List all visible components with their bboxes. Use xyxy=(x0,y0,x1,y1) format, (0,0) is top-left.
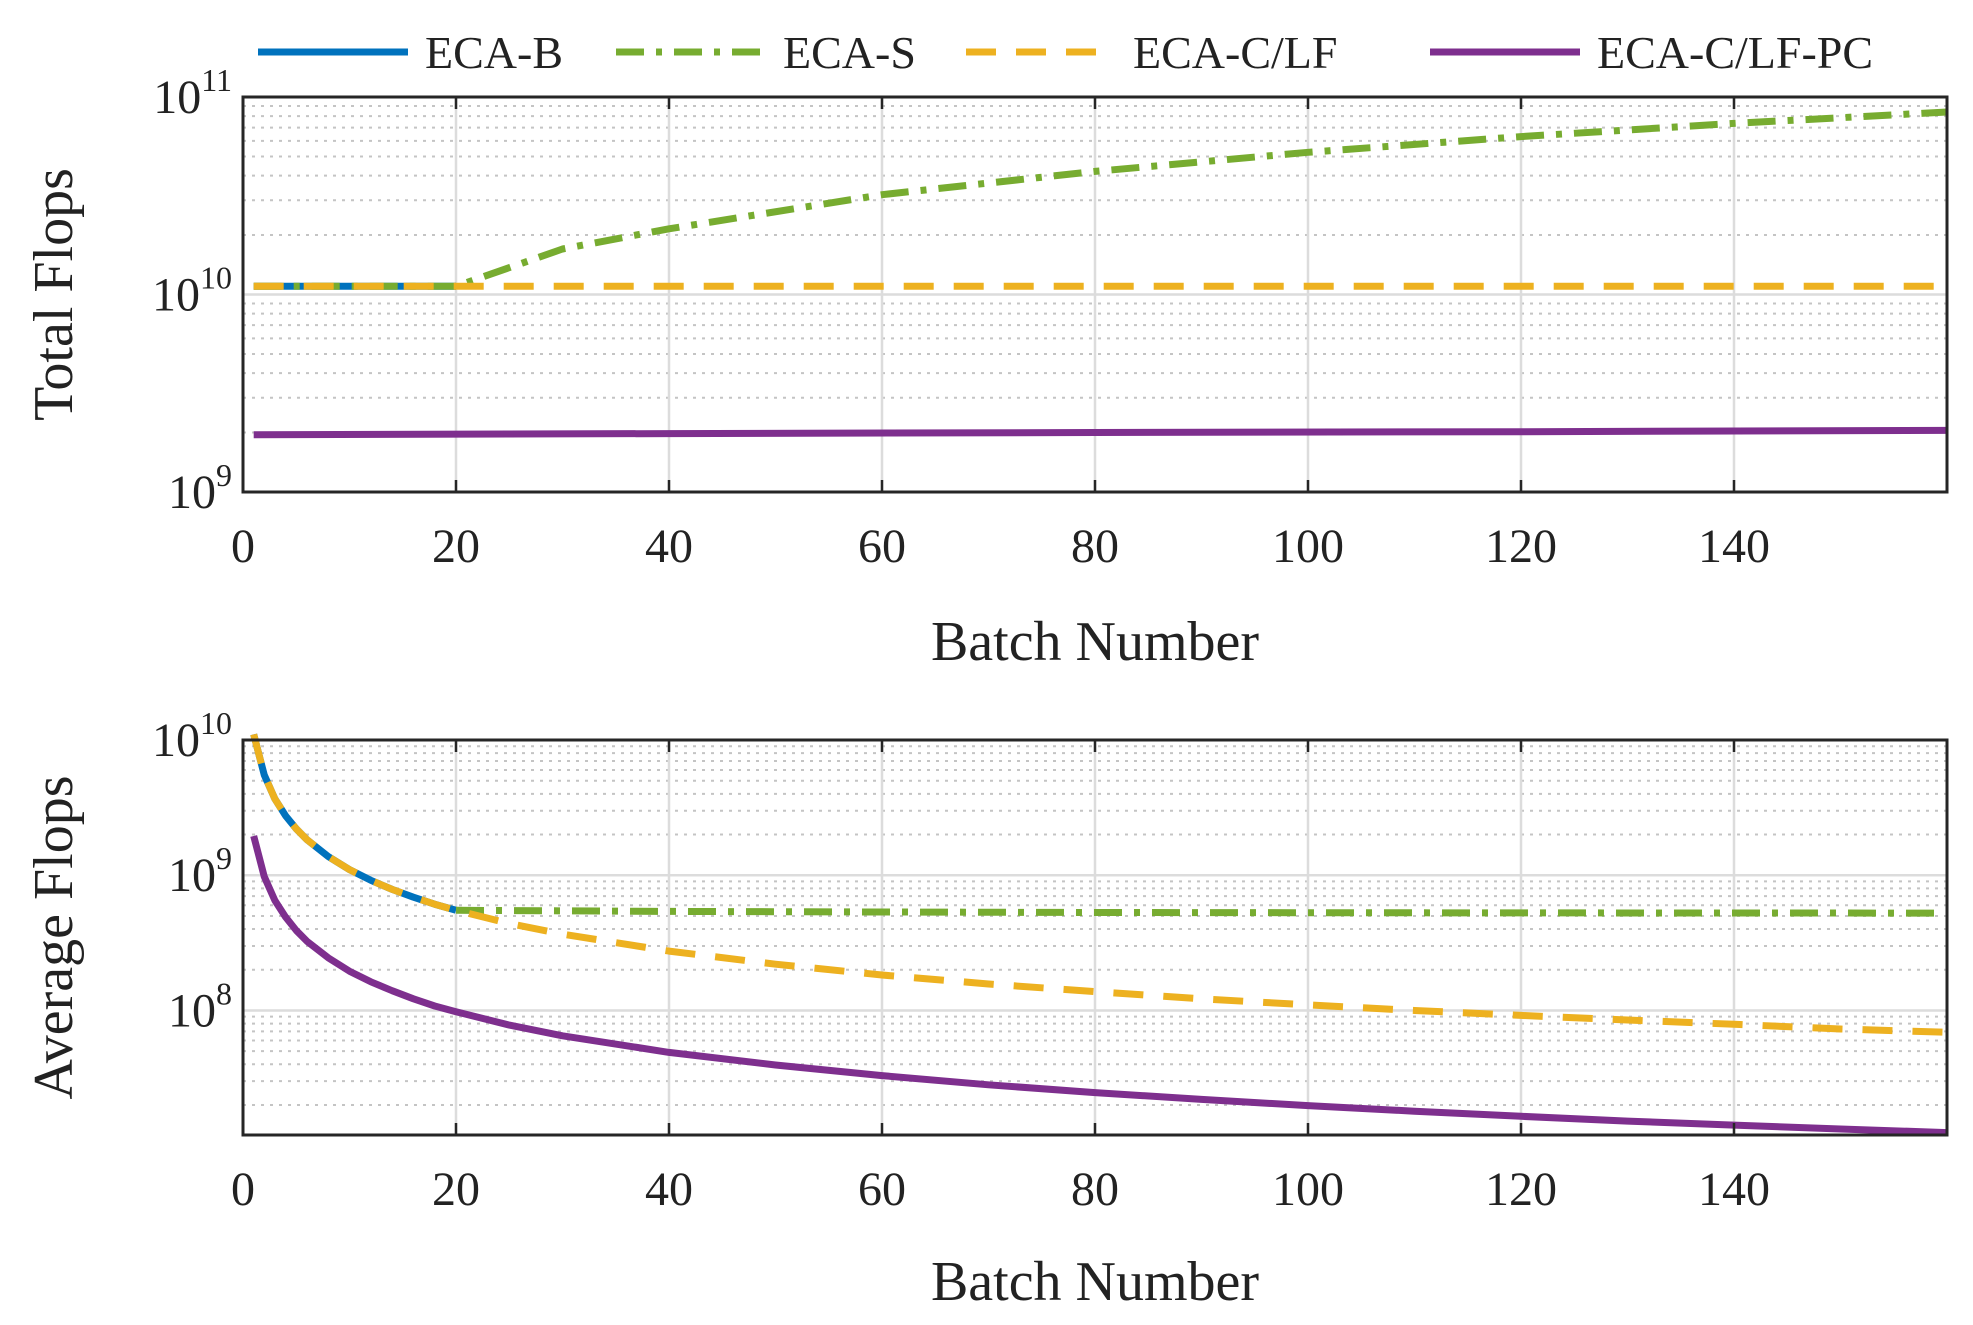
y-tick-exponent: 10 xyxy=(200,260,232,296)
x-tick-label: 100 xyxy=(1272,1163,1344,1216)
y-axis-label: Total Flops xyxy=(23,168,85,421)
legend-label-eca-b: ECA-B xyxy=(425,27,563,78)
series-line-eca-s xyxy=(455,906,1948,917)
y-tick-exponent: 9 xyxy=(216,457,232,493)
y-tick-exponent: 10 xyxy=(200,705,232,741)
series-line-eca-c-lf-pc xyxy=(250,835,1948,1137)
x-tick-label: 0 xyxy=(231,520,255,573)
y-tick-label: 1011 xyxy=(153,62,232,124)
y-axis-label: Average Flops xyxy=(23,776,85,1100)
x-axis-label: Batch Number xyxy=(931,1251,1259,1313)
y-tick-label: 1010 xyxy=(152,705,232,767)
y-tick-exponent: 11 xyxy=(201,62,232,98)
series-line-eca-s xyxy=(253,108,1948,290)
x-tick-label: 140 xyxy=(1698,520,1770,573)
y-tick-label: 109 xyxy=(168,457,232,519)
legend-label-eca-c-lf: ECA-C/LF xyxy=(1133,27,1337,78)
y-tick-base: 10 xyxy=(168,466,216,519)
y-tick-base: 10 xyxy=(168,984,216,1037)
y-tick-exponent: 8 xyxy=(216,975,232,1011)
legend-label-eca-c-lf-pc: ECA-C/LF-PC xyxy=(1597,27,1873,78)
x-tick-label: 120 xyxy=(1485,1163,1557,1216)
y-tick-base: 10 xyxy=(152,269,200,322)
x-tick-label: 80 xyxy=(1071,520,1119,573)
legend-label-eca-s: ECA-S xyxy=(783,27,916,78)
y-tick-label: 108 xyxy=(168,975,232,1037)
y-tick-exponent: 9 xyxy=(216,840,232,876)
x-tick-label: 140 xyxy=(1698,1163,1770,1216)
x-tick-label: 120 xyxy=(1485,520,1557,573)
x-tick-label: 100 xyxy=(1272,520,1344,573)
y-tick-label: 1010 xyxy=(152,260,232,322)
x-tick-label: 40 xyxy=(645,520,693,573)
x-tick-label: 40 xyxy=(645,1163,693,1216)
x-tick-label: 20 xyxy=(432,520,480,573)
x-tick-label: 60 xyxy=(858,1163,906,1216)
x-tick-label: 0 xyxy=(231,1163,255,1216)
y-tick-base: 10 xyxy=(153,71,201,124)
series-line-eca-c-lf xyxy=(250,733,1948,1036)
x-axis-label: Batch Number xyxy=(931,611,1259,673)
legend: ECA-B ECA-S ECA-C/LF ECA-C/LF-PC xyxy=(258,27,1873,78)
x-tick-label: 80 xyxy=(1071,1163,1119,1216)
x-tick-label: 20 xyxy=(432,1163,480,1216)
y-tick-label: 109 xyxy=(168,840,232,902)
y-tick-base: 10 xyxy=(168,849,216,902)
x-tick-label: 60 xyxy=(858,520,906,573)
series-line-eca-c-lf-pc xyxy=(253,426,1948,439)
y-tick-base: 10 xyxy=(152,714,200,767)
